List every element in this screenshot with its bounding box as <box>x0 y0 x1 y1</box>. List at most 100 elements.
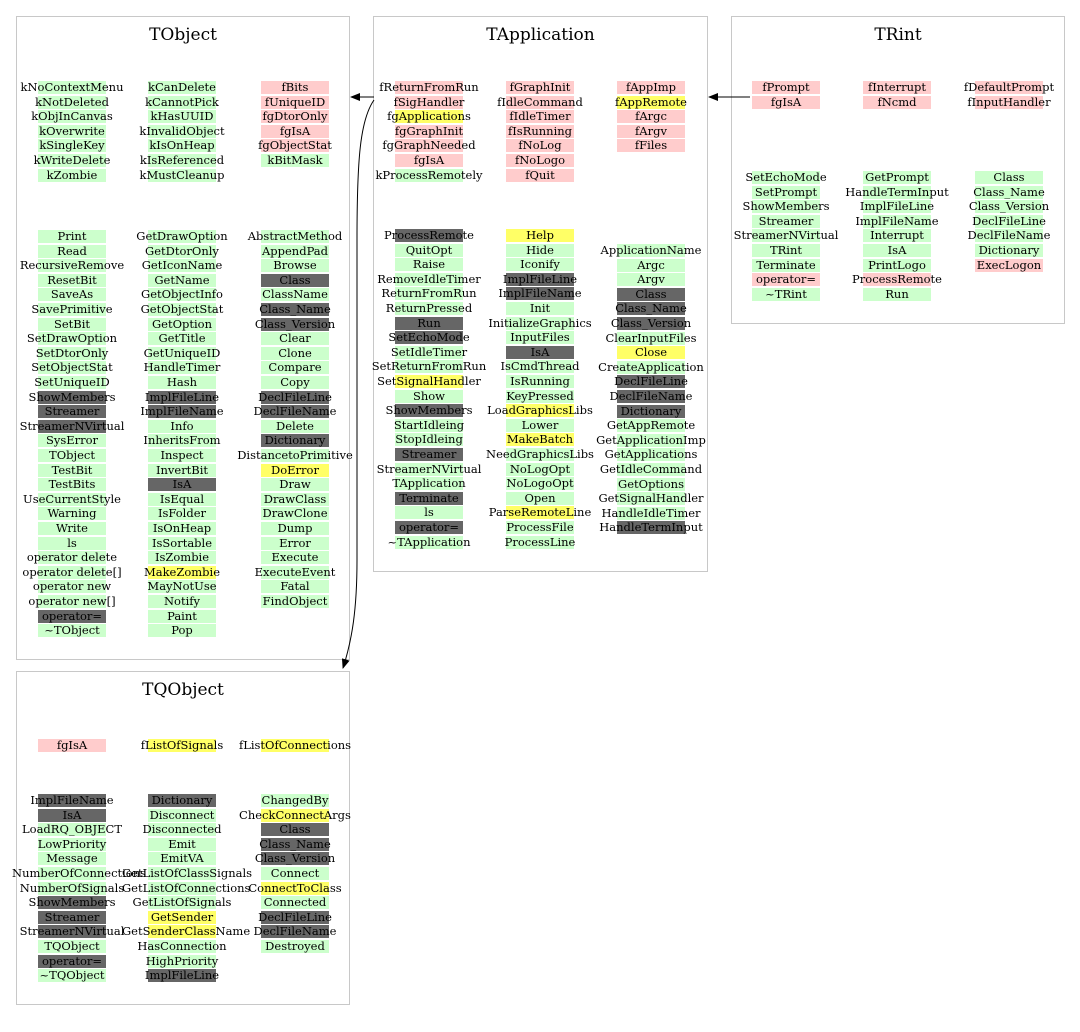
entry-label: ImplFileName <box>140 404 224 419</box>
entry-color-swatch <box>395 287 463 301</box>
entry-color-swatch <box>148 565 216 579</box>
method-entry: ShowMembers <box>369 404 489 418</box>
member-entry: fgApplications <box>369 110 489 124</box>
entry-label: IsA <box>887 243 907 257</box>
entry-color-swatch <box>148 259 216 273</box>
entry-label: SetIdleTimer <box>390 344 468 359</box>
method-entry: SysError <box>12 434 132 448</box>
entry-label: StreamerNVirtual <box>19 418 125 433</box>
entry-label: DeclFileLine <box>614 374 688 389</box>
entry-label: InheritsFrom <box>143 433 221 448</box>
entry-label: InitializeGraphics <box>488 315 592 330</box>
entry-color-swatch <box>148 376 216 389</box>
entry-color-swatch <box>617 273 685 287</box>
member-entry: fNoLog <box>480 139 600 153</box>
entry-label: ~TRint <box>765 286 807 301</box>
method-entry: GetSenderClassName <box>122 925 250 939</box>
method-entry: Read <box>12 244 132 258</box>
method-entry: operator= <box>12 954 132 968</box>
entry-color-swatch <box>617 463 685 476</box>
entry-label: fFiles <box>634 138 668 153</box>
entry-color-swatch <box>506 448 574 461</box>
method-entry: Streamer <box>369 448 489 461</box>
entry-label: SavePrimitive <box>31 302 113 316</box>
entry-label: KeyPressed <box>506 388 574 403</box>
entry-color-swatch <box>148 419 216 433</box>
entry-color-swatch <box>617 346 685 360</box>
method-entry: StopIdleing <box>369 433 489 447</box>
entry-label: GetDrawOption <box>136 229 228 243</box>
method-entry: HandleTermInput <box>591 521 711 535</box>
method-entry: KeyPressed <box>480 388 600 403</box>
entry-color-swatch <box>506 462 574 476</box>
entry-color-swatch <box>395 433 463 447</box>
method-entry: SetReturnFromRun <box>369 360 489 374</box>
entry-label: DeclFileLine <box>258 389 332 404</box>
member-entry: kInvalidObject <box>122 124 242 138</box>
member-entry: fgIsA <box>235 124 355 138</box>
method-entry: ImplFileLine <box>837 200 957 214</box>
entry-label: kCanDelete <box>148 80 216 94</box>
entry-color-swatch <box>752 81 820 94</box>
class-title: TQObject <box>142 680 224 700</box>
entry-color-swatch <box>975 81 1043 94</box>
entry-label: Class <box>635 286 667 301</box>
method-entry: GetPrompt <box>837 171 957 184</box>
entry-label: Raise <box>412 257 446 272</box>
entry-label: Argv <box>637 272 665 287</box>
member-entry: fInputHandler <box>949 94 1069 109</box>
entry-label: RecursiveRemove <box>19 258 125 273</box>
entry-color-swatch <box>395 389 463 403</box>
method-entry: ConnectToClass <box>235 881 355 895</box>
method-entry: Write <box>12 522 132 535</box>
entry-color-swatch <box>752 287 820 301</box>
entry-color-swatch <box>38 522 106 535</box>
entry-color-swatch <box>617 375 685 389</box>
entry-label: fInputHandler <box>967 94 1051 109</box>
method-entry: IsFolder <box>122 507 242 521</box>
entry-color-swatch <box>395 331 463 345</box>
method-entry: operator new <box>12 580 132 594</box>
method-entry: DoError <box>235 463 355 477</box>
entry-label: kCannotPick <box>145 94 219 109</box>
member-entry: fIdleCommand <box>480 95 600 109</box>
method-entry: Dictionary <box>122 794 242 807</box>
entry-color-swatch <box>38 478 106 492</box>
method-entry: GetApplicationImp <box>591 433 711 447</box>
entry-label: Dump <box>277 521 313 535</box>
entry-label: Class_Name <box>615 301 687 316</box>
entry-color-swatch <box>38 390 106 404</box>
entry-label: ls <box>424 505 434 520</box>
entry-color-swatch <box>38 492 106 506</box>
method-entry: Browse <box>235 259 355 273</box>
entry-label: Notify <box>163 594 201 608</box>
entry-color-swatch <box>617 419 685 433</box>
member-entry: fIsRunning <box>480 124 600 138</box>
entry-label: ProcessFile <box>506 520 574 534</box>
entry-color-swatch <box>261 81 329 94</box>
method-entry: RemoveIdleTimer <box>369 272 489 286</box>
member-entry: kCanDelete <box>122 81 242 94</box>
entry-color-swatch <box>506 302 574 315</box>
class-title: TApplication <box>486 25 595 45</box>
method-entry: ~TApplication <box>369 535 489 549</box>
method-entry: ImplFileName <box>12 794 132 807</box>
entry-color-swatch <box>148 492 216 506</box>
entry-label: Draw <box>279 477 311 492</box>
method-entry: Message <box>12 852 132 866</box>
entry-label: ls <box>67 535 77 550</box>
entry-label: Class_Version <box>968 199 1050 214</box>
entry-color-swatch <box>261 259 329 273</box>
entry-label: kHasUUID <box>150 109 214 124</box>
method-entry: InputFiles <box>480 331 600 345</box>
entry-color-swatch <box>506 477 574 491</box>
method-entry: Streamer <box>12 910 132 924</box>
entry-label: Run <box>885 286 909 301</box>
entry-label: Terminate <box>756 257 816 272</box>
method-entry: AppendPad <box>235 244 355 258</box>
entry-label: Write <box>56 521 88 535</box>
entry-color-swatch <box>395 139 463 153</box>
entry-color-swatch <box>617 506 685 520</box>
entry-color-swatch <box>617 110 685 124</box>
member-entry: fUniqueID <box>235 95 355 109</box>
